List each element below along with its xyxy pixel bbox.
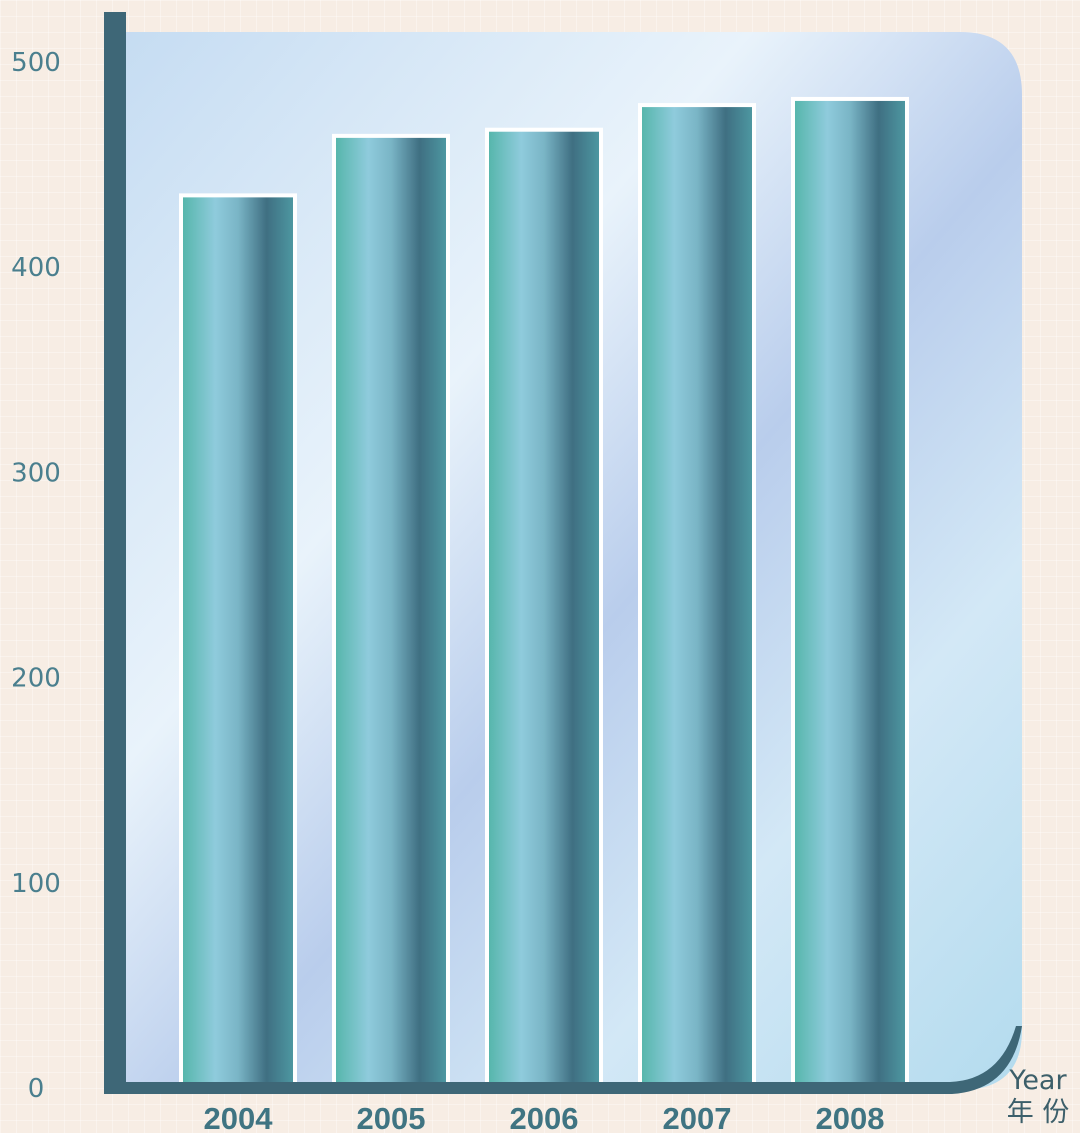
y-tick-label-500: 500 (11, 48, 61, 78)
x-tick-label-2007: 2007 (663, 1101, 732, 1133)
x-tick-label-2008: 2008 (816, 1101, 885, 1133)
x-unit-label-chinese: 年 份 (1007, 1097, 1070, 1128)
bar-2008 (791, 96, 909, 1091)
y-tick-label-300: 300 (11, 458, 61, 488)
x-tick-label-2005: 2005 (357, 1101, 426, 1133)
bar-2005 (332, 133, 450, 1090)
x-axis-line (104, 1026, 1022, 1094)
bar-2006 (485, 127, 603, 1090)
y-tick-label-200: 200 (11, 664, 61, 694)
x-tick-label-2006: 2006 (510, 1101, 579, 1133)
bar-2007 (638, 103, 756, 1091)
x-unit-label-english: Year (1008, 1065, 1067, 1096)
bar-2004 (179, 193, 297, 1090)
y-tick-label-100: 100 (11, 869, 61, 899)
y-axis-line (104, 12, 126, 1082)
y-tick-label-400: 400 (11, 253, 61, 283)
x-tick-label-2004: 2004 (204, 1101, 274, 1133)
y-tick-label-0: 0 (28, 1074, 45, 1104)
